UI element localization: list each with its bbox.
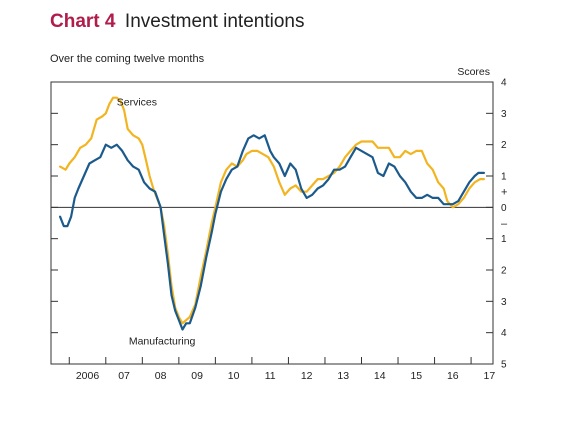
series-line-manufacturing bbox=[59, 134, 485, 331]
y-tick-label: 4 bbox=[501, 78, 507, 89]
x-tick-label: 14 bbox=[374, 370, 386, 382]
annotation-manufacturing: Manufacturing bbox=[129, 336, 196, 348]
negative-sign-marker: – bbox=[501, 218, 508, 230]
y-tick-label: 2 bbox=[501, 266, 507, 277]
series-line-services bbox=[59, 96, 485, 325]
y-axis-label: Scores bbox=[457, 66, 490, 78]
x-tick-label: 07 bbox=[118, 370, 130, 382]
x-tick-label: 13 bbox=[337, 370, 349, 382]
y-tick-label: 1 bbox=[501, 234, 507, 245]
x-tick-label: 17 bbox=[484, 370, 496, 382]
x-tick-label: 16 bbox=[447, 370, 459, 382]
chart-title: Investment intentions bbox=[124, 11, 305, 32]
x-tick-label: 09 bbox=[191, 370, 203, 382]
y-tick-label: 2 bbox=[501, 140, 507, 151]
x-tick-label: 10 bbox=[228, 370, 240, 382]
positive-sign-marker: + bbox=[501, 187, 507, 199]
chart-title-row: Chart 4 Investment intentions bbox=[50, 11, 304, 33]
x-tick-label: 2006 bbox=[76, 370, 100, 382]
y-tick-label: 4 bbox=[501, 328, 507, 339]
chart-subtitle: Over the coming twelve months bbox=[50, 53, 205, 65]
y-tick-label: 0 bbox=[501, 203, 507, 214]
x-tick-label: 11 bbox=[265, 370, 276, 382]
annotation-services: Services bbox=[117, 97, 157, 109]
x-tick-label: 08 bbox=[155, 370, 167, 382]
plot-frame bbox=[50, 81, 494, 365]
y-tick-label: 3 bbox=[501, 109, 507, 120]
x-tick-label: 15 bbox=[410, 370, 422, 382]
y-tick-label: 1 bbox=[501, 172, 507, 183]
y-tick-label: 3 bbox=[501, 297, 507, 308]
y-tick-label: 5 bbox=[501, 360, 507, 371]
x-tick-label: 12 bbox=[301, 370, 313, 382]
chart-number: Chart 4 bbox=[50, 11, 116, 32]
